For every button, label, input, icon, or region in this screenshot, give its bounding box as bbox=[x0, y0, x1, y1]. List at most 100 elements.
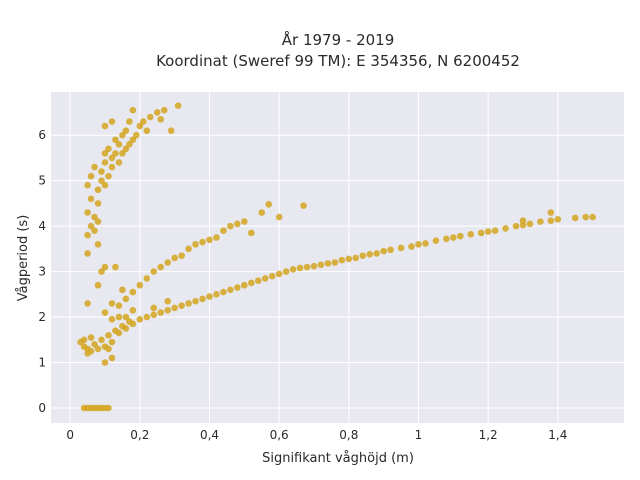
data-point bbox=[160, 106, 168, 114]
data-point bbox=[317, 261, 325, 269]
data-point bbox=[157, 115, 165, 123]
data-point bbox=[380, 247, 387, 255]
points-layer bbox=[77, 102, 596, 412]
data-point bbox=[129, 320, 137, 328]
data-point bbox=[547, 209, 555, 216]
data-point bbox=[338, 256, 346, 264]
y-axis-label: Vågperiod (s) bbox=[16, 215, 31, 302]
data-point bbox=[126, 118, 133, 125]
data-point bbox=[519, 217, 527, 224]
data-point bbox=[112, 150, 119, 157]
y-tick-label: 0 bbox=[38, 401, 46, 415]
data-point bbox=[94, 241, 102, 248]
data-point bbox=[105, 172, 112, 180]
data-point bbox=[310, 262, 318, 270]
x-tick-labels: 0 0,2 0,4 0,6 0,8 1 1,2 1,4 bbox=[66, 428, 567, 442]
y-tick-label: 2 bbox=[38, 310, 46, 324]
x-tick-label: 0,6 bbox=[270, 428, 289, 442]
data-point bbox=[98, 168, 105, 175]
data-point bbox=[101, 159, 109, 166]
data-point bbox=[98, 268, 105, 275]
data-point bbox=[105, 145, 112, 153]
data-point bbox=[206, 236, 213, 244]
data-point bbox=[140, 118, 147, 125]
data-point bbox=[80, 343, 88, 350]
data-point bbox=[133, 131, 140, 139]
data-point bbox=[192, 297, 199, 305]
data-point bbox=[185, 245, 192, 253]
data-point bbox=[467, 231, 475, 238]
data-point bbox=[108, 154, 116, 162]
data-point bbox=[108, 163, 116, 171]
data-point bbox=[129, 288, 137, 296]
data-point bbox=[101, 359, 109, 366]
data-point bbox=[192, 241, 199, 248]
data-point bbox=[129, 306, 137, 314]
data-point bbox=[366, 251, 374, 258]
data-point bbox=[206, 293, 213, 300]
data-point bbox=[345, 255, 353, 263]
data-point bbox=[87, 334, 95, 341]
data-point bbox=[150, 268, 158, 275]
data-point bbox=[119, 131, 126, 139]
data-point bbox=[589, 213, 596, 221]
data-point bbox=[87, 347, 95, 355]
data-point bbox=[491, 227, 499, 234]
plot-area bbox=[51, 92, 624, 423]
data-point bbox=[101, 122, 109, 130]
data-point bbox=[477, 229, 485, 237]
data-point bbox=[101, 263, 109, 271]
data-point bbox=[443, 235, 450, 243]
data-point bbox=[153, 109, 161, 116]
data-point bbox=[234, 220, 241, 228]
data-point bbox=[87, 172, 95, 180]
data-point bbox=[167, 127, 175, 134]
data-point bbox=[282, 268, 290, 275]
data-point bbox=[115, 140, 123, 148]
data-point bbox=[129, 136, 137, 144]
data-point bbox=[199, 238, 206, 246]
data-point bbox=[265, 201, 273, 208]
data-point bbox=[373, 250, 380, 257]
data-point bbox=[199, 295, 206, 303]
data-point bbox=[164, 297, 171, 305]
data-point bbox=[146, 113, 154, 121]
data-point bbox=[122, 295, 130, 303]
data-point bbox=[98, 336, 105, 344]
data-point bbox=[84, 250, 91, 257]
data-point bbox=[84, 300, 91, 307]
y-tick-label: 3 bbox=[38, 265, 46, 279]
data-point bbox=[150, 304, 158, 312]
data-point bbox=[164, 259, 171, 266]
data-point bbox=[456, 232, 464, 240]
data-point bbox=[275, 270, 283, 278]
data-point bbox=[296, 264, 304, 272]
data-point bbox=[359, 252, 367, 259]
data-point bbox=[171, 304, 178, 312]
data-point bbox=[143, 275, 151, 282]
data-point bbox=[422, 240, 429, 247]
data-point bbox=[119, 286, 126, 294]
data-point bbox=[101, 309, 109, 316]
data-point bbox=[547, 217, 555, 224]
data-point bbox=[213, 234, 220, 241]
data-point bbox=[108, 354, 116, 362]
data-point bbox=[241, 218, 248, 225]
data-point bbox=[143, 313, 151, 321]
data-point bbox=[101, 150, 109, 157]
data-point bbox=[84, 231, 91, 239]
y-tick-label: 4 bbox=[38, 219, 46, 233]
data-point bbox=[115, 329, 123, 337]
data-point bbox=[303, 263, 311, 271]
y-tick-label: 1 bbox=[38, 356, 46, 370]
data-point bbox=[112, 263, 119, 271]
data-point bbox=[408, 243, 415, 250]
data-point bbox=[512, 222, 520, 230]
data-point bbox=[213, 291, 220, 298]
data-point bbox=[91, 213, 98, 221]
data-point bbox=[150, 311, 158, 319]
data-point bbox=[241, 281, 248, 289]
x-tick-label: 1 bbox=[415, 428, 423, 442]
